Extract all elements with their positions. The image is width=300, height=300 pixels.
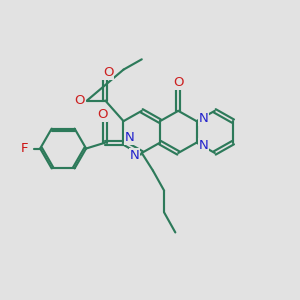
Text: N: N [130, 149, 140, 162]
Text: O: O [97, 108, 108, 121]
Text: N: N [125, 131, 135, 144]
Text: O: O [103, 66, 113, 79]
Text: O: O [173, 76, 184, 89]
Text: N: N [199, 112, 208, 125]
Text: O: O [74, 94, 85, 107]
Text: N: N [199, 139, 208, 152]
Text: F: F [21, 142, 28, 155]
